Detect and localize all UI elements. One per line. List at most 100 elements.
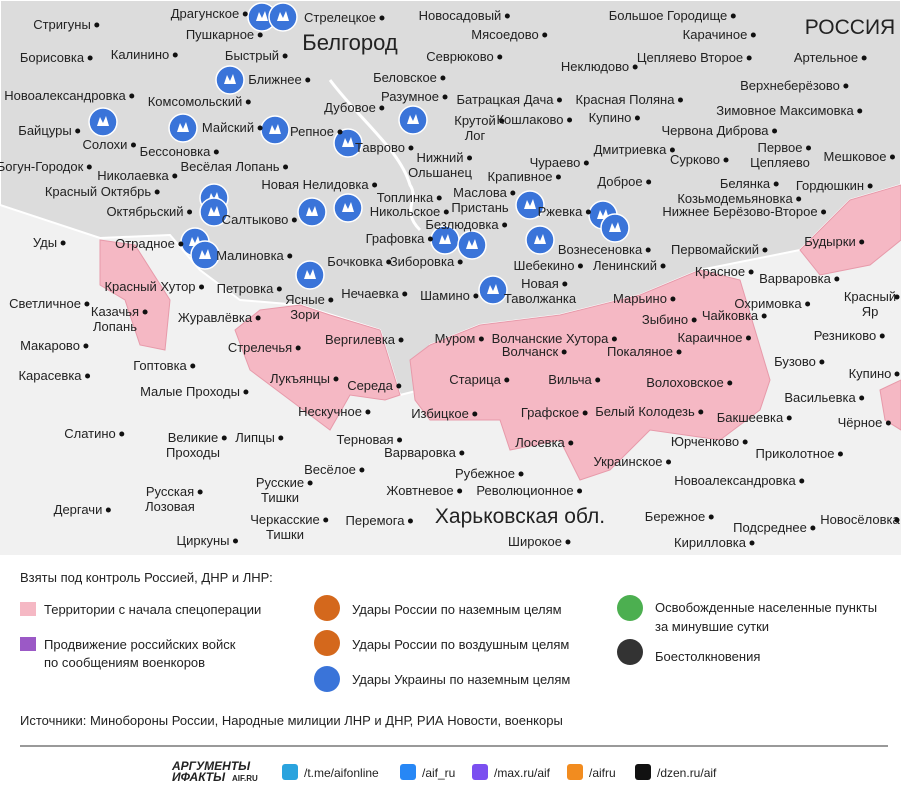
town-label: Муром — [435, 331, 476, 346]
town-dot — [660, 263, 666, 269]
strike-burst — [466, 239, 478, 249]
town-label: Макарово — [20, 338, 80, 353]
town-label: Верхнеберёзово — [740, 78, 840, 93]
town-label: Драгунское — [171, 6, 239, 21]
town-label: Нижнее Берёзово-Второе — [662, 204, 817, 219]
town-dot — [443, 209, 449, 215]
logo: AIF.RU — [232, 774, 258, 783]
town-dot — [502, 222, 508, 228]
town-label: Охримовка — [734, 296, 802, 311]
town-label: Карачиное — [683, 27, 748, 42]
town-dot — [243, 389, 249, 395]
strike-icon — [333, 193, 363, 223]
town-dot — [172, 173, 178, 179]
town-label: Будырки — [804, 234, 855, 249]
town-dot — [691, 317, 697, 323]
town-dot — [473, 293, 479, 299]
town-dot — [518, 471, 524, 477]
town-dot — [698, 409, 704, 415]
town-dot — [750, 32, 756, 38]
town-label: Рубежное — [455, 466, 515, 481]
town-label: Нечаевка — [341, 286, 399, 301]
town-label: Чёрное — [838, 415, 883, 430]
town-label: Цепляево — [750, 155, 810, 170]
town-label: Волоховское — [646, 375, 724, 390]
legend-icon — [314, 666, 340, 692]
strike-icon — [478, 275, 508, 305]
strike-icon — [600, 213, 630, 243]
town-dot — [611, 336, 617, 342]
strike-icon — [398, 105, 428, 135]
town-label: Красная Поляна — [576, 92, 676, 107]
legend-icon — [314, 595, 340, 621]
town-label: Вильча — [548, 372, 592, 387]
town-label: Ясные — [285, 292, 325, 307]
town-dot — [857, 108, 863, 114]
strike-icon — [215, 65, 245, 95]
town-label: Солохи — [83, 137, 128, 152]
town-dot — [402, 291, 408, 297]
town-dot — [407, 518, 413, 524]
town-dot — [861, 55, 867, 61]
town-dot — [762, 247, 768, 253]
town-dot — [577, 488, 583, 494]
town-dot — [154, 189, 160, 195]
town-label: Большое Городище — [609, 8, 728, 23]
sources: Источники: Минобороны России, Народные м… — [20, 713, 563, 728]
town-dot — [666, 459, 672, 465]
town-label: Неклюдово — [561, 59, 629, 74]
town-label: Весёлая Лопань — [180, 159, 279, 174]
town-label: Широкое — [508, 534, 562, 549]
town-dot — [748, 269, 754, 275]
town-label: Батрацкая Дача — [457, 92, 555, 107]
town-label: Стрелецкое — [304, 10, 376, 25]
town-label: Новоалександровка — [4, 88, 126, 103]
town-label: Карасевка — [18, 368, 82, 383]
town-dot — [84, 301, 90, 307]
social-icon — [635, 764, 651, 780]
logo: ИФАКТЫ — [172, 770, 226, 784]
town-dot — [885, 420, 891, 426]
town-dot — [221, 435, 227, 441]
town-label: Мясоедово — [471, 27, 539, 42]
town-label: Красный — [844, 289, 896, 304]
town-label: Лозовая — [145, 499, 195, 514]
town-dot — [130, 142, 136, 148]
region-label: Харьковская обл. — [435, 505, 605, 528]
town-dot — [282, 53, 288, 59]
town-label: Бакшеевка — [717, 410, 784, 425]
town-label: Проходы — [166, 445, 220, 460]
town-dot — [287, 253, 293, 259]
town-dot — [142, 309, 148, 315]
town-dot — [894, 371, 900, 377]
town-label: Лукъянцы — [270, 371, 330, 386]
town-label: Тишки — [266, 527, 304, 542]
town-dot — [295, 345, 301, 351]
town-label: Новоалександровка — [674, 473, 796, 488]
town-dot — [595, 377, 601, 383]
town-dot — [746, 55, 752, 61]
town-dot — [199, 284, 205, 290]
town-dot — [708, 514, 714, 520]
town-dot — [427, 236, 433, 242]
town-dot — [497, 54, 503, 60]
town-label: Сурково — [670, 152, 720, 167]
town-label: Новосадовый — [419, 8, 502, 23]
town-label: Перемога — [346, 513, 406, 528]
strike-icon — [260, 115, 290, 145]
town-label: Разумное — [381, 89, 439, 104]
town-dot — [669, 147, 675, 153]
town-label: Нижний — [416, 150, 463, 165]
town-dot — [676, 349, 682, 355]
strike-burst — [524, 199, 536, 209]
town-dot — [821, 209, 827, 215]
town-label: Белый Колодезь — [595, 404, 695, 419]
town-label: Журавлёвка — [178, 310, 253, 325]
town-dot — [889, 154, 895, 160]
strike-burst — [199, 249, 211, 259]
town-label: Русская — [146, 484, 194, 499]
city-label: Белгород — [302, 30, 398, 55]
strike-icon — [88, 107, 118, 137]
town-label: Ленинский — [593, 258, 657, 273]
strike-icon — [295, 260, 325, 290]
